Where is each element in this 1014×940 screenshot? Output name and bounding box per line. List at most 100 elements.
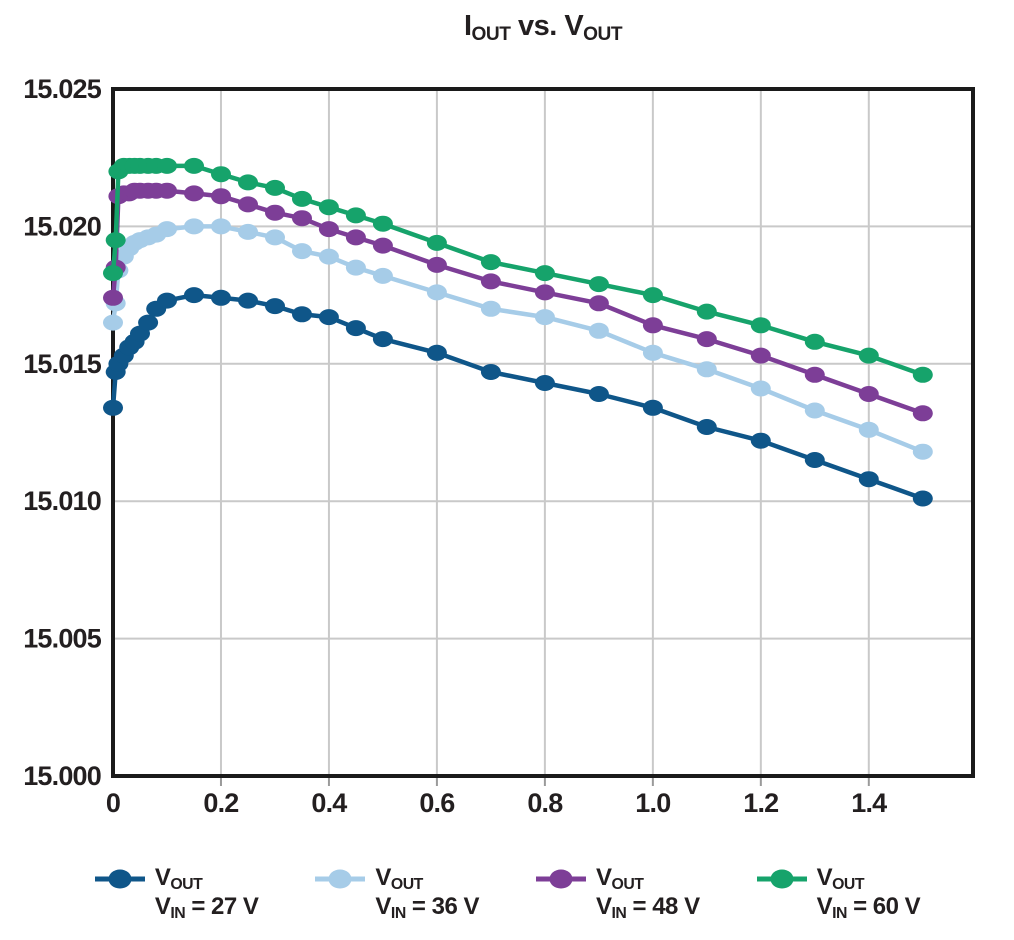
series-point <box>184 185 204 202</box>
title-sub-1: OUT <box>471 23 511 45</box>
series-point <box>804 452 825 468</box>
title-sub-2: OUT <box>583 23 623 45</box>
legend-item-vin-27: VOUT VIN = 27 V <box>94 863 259 922</box>
series-point <box>588 386 609 402</box>
series-point <box>858 347 879 364</box>
x-axis-tick-label: 1.0 <box>635 788 670 818</box>
series-marker-icon <box>536 869 586 889</box>
x-axis-tick-label: 0.6 <box>419 788 455 818</box>
series-point <box>750 432 771 449</box>
series-point <box>292 190 312 207</box>
series-point <box>912 405 933 422</box>
series-point <box>157 221 177 238</box>
legend-series-label: VOUT <box>375 864 423 893</box>
title-main-2: vs. V <box>510 10 584 42</box>
series-point <box>345 229 366 246</box>
series-point <box>750 347 771 364</box>
series-point <box>157 182 177 199</box>
series-point <box>184 287 204 304</box>
chart-title: IOUT vs. VOUT <box>113 10 973 45</box>
series-point <box>912 490 933 507</box>
series-point <box>696 303 717 320</box>
series-point <box>858 386 879 402</box>
series-point <box>103 265 123 282</box>
series-point <box>265 298 285 315</box>
y-axis-tick-label: 15.015 <box>23 349 102 379</box>
series-point <box>912 443 933 460</box>
series-point <box>211 188 231 205</box>
legend-series-label: VOUT <box>596 864 644 893</box>
x-axis-tick-label: 0 <box>106 788 120 818</box>
series-point <box>103 289 123 306</box>
series-point <box>804 333 825 350</box>
series-point <box>534 265 555 282</box>
series-point <box>157 157 177 174</box>
legend-condition-label: VIN = 48 V <box>596 893 700 923</box>
series-point <box>265 229 285 246</box>
title-main-1: I <box>463 10 472 42</box>
legend-condition-label: VIN = 60 V <box>816 893 921 923</box>
series-point <box>750 380 771 397</box>
series-point <box>318 248 339 265</box>
x-axis-tick-label: 0.2 <box>203 788 238 818</box>
series-line-2 <box>110 188 926 416</box>
y-axis-tick-label: 15.025 <box>23 74 102 104</box>
series-point <box>318 199 339 216</box>
series-point <box>480 364 501 380</box>
series-point <box>138 314 159 331</box>
series-point <box>211 166 231 183</box>
series-point <box>345 320 366 337</box>
series-point <box>345 259 366 276</box>
chart-canvas: 15.000 15.005 15.010 15.015 15.020 15.025 0 0.2… <box>23 74 975 818</box>
chart-legend: VOUT VIN = 27 V VOUT VIN = 36 V VOUT VIN… <box>0 863 1014 922</box>
series-point <box>292 243 312 260</box>
series-point <box>588 322 609 339</box>
legend-item-vin-36: VOUT VIN = 36 V <box>314 863 480 923</box>
series-point <box>642 344 663 361</box>
series-point <box>804 402 825 419</box>
x-axis-tick-label: 0.8 <box>527 788 563 818</box>
x-axis-tick-label: 0.4 <box>311 788 347 818</box>
series-point <box>184 157 204 174</box>
series-point <box>238 196 258 213</box>
series-point <box>372 237 393 254</box>
series-point <box>642 399 663 416</box>
y-axis-tick-label: 15.000 <box>23 761 101 791</box>
series-point <box>372 267 393 284</box>
series-point <box>238 174 258 191</box>
series-point <box>696 419 717 435</box>
series-line-0 <box>110 292 926 501</box>
series-point <box>184 218 204 235</box>
series-point <box>480 273 501 290</box>
series-point <box>103 399 123 416</box>
series-point <box>238 223 258 240</box>
series-point <box>426 256 447 273</box>
series-marker-icon <box>94 869 145 889</box>
series-point <box>480 254 501 271</box>
x-axis-tick-label: 1.4 <box>851 788 887 818</box>
series-marker-icon <box>756 869 807 889</box>
legend-item-vin-60: VOUT VIN = 60 V <box>756 863 921 922</box>
y-axis-tick-label: 15.010 <box>23 486 101 516</box>
series-point <box>105 232 126 249</box>
series-point <box>588 295 609 312</box>
series-point <box>642 317 663 334</box>
legend-condition-label: VIN = 36 V <box>375 893 479 923</box>
series-point <box>588 276 609 293</box>
series-point <box>480 300 501 317</box>
series-marker-icon <box>315 869 366 889</box>
series-point <box>426 284 447 301</box>
series-point <box>858 471 879 488</box>
series-point <box>318 309 339 326</box>
series-point <box>318 221 339 238</box>
series-point <box>750 317 771 334</box>
series-point <box>426 344 447 361</box>
series-point <box>696 361 717 378</box>
series-point <box>103 314 123 331</box>
series-point <box>292 210 312 227</box>
series-point <box>696 331 717 348</box>
series-point <box>372 215 393 232</box>
y-axis-tick-label: 15.005 <box>23 624 102 654</box>
y-axis-tick-label: 15.020 <box>23 211 101 241</box>
series-point <box>912 366 933 383</box>
